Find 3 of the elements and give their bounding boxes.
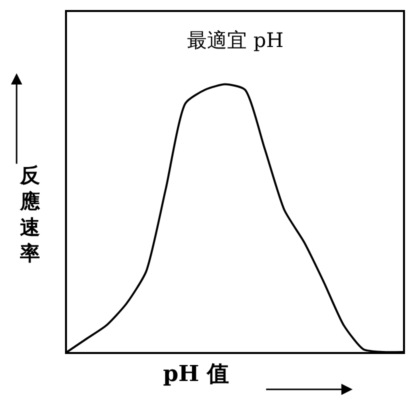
text: 最適宜 pH (187, 28, 284, 52)
y-axis-title: 反應速率 (19, 163, 41, 265)
x-axis-title: pH 值 (163, 361, 229, 387)
